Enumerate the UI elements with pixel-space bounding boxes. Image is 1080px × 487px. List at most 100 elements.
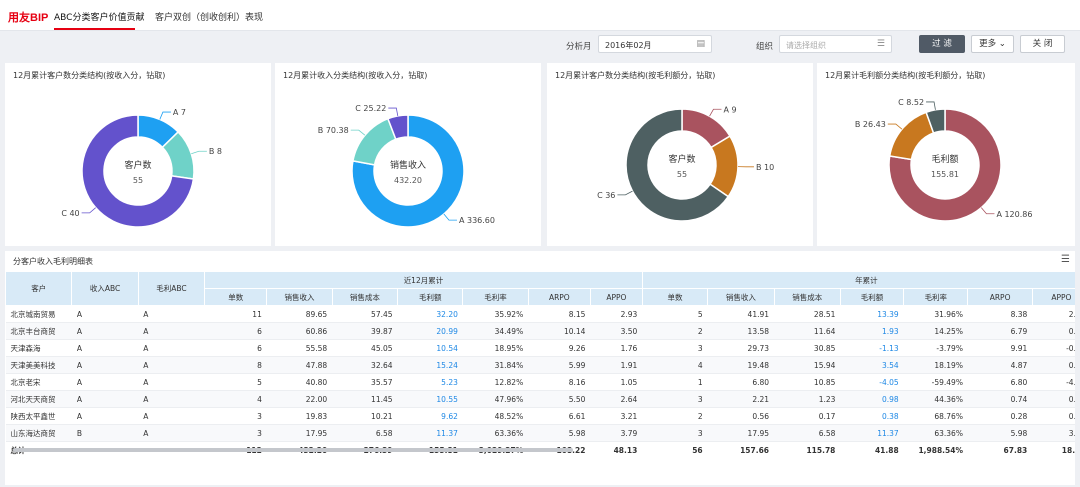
donut-center-value: 432.20 (394, 176, 422, 185)
table-row[interactable]: 北京老宋 A A 5 40.80 35.57 5.23 12.82% 8.16 1.05 1 6.80… (5, 373, 1075, 391)
table-cell[interactable]: 11.37 (397, 424, 463, 442)
close-button[interactable]: 关 闭 (1020, 35, 1065, 53)
total-cell: 1,988.54% (903, 441, 968, 460)
menu-icon[interactable]: ☰ (1061, 254, 1070, 265)
table-cell: 32.64 (332, 356, 398, 374)
col-profit-abc[interactable]: 毛利ABC (137, 271, 206, 306)
table-cell[interactable]: 15.24 (397, 356, 463, 374)
table-row[interactable]: 天津森海 A A 6 55.58 45.05 10.54 18.95% 9.26 1.76 3 29.… (5, 339, 1075, 357)
table-row[interactable]: 河北天天商贸 A A 4 22.00 11.45 10.55 47.96% 5.50 2.64 3 2… (5, 390, 1075, 408)
donut-slice-A[interactable] (888, 108, 1002, 222)
table-cell: 北京丰台商贸 (5, 322, 72, 340)
col-customer[interactable]: 客户 (5, 271, 73, 306)
table-cell: 19.48 (707, 356, 775, 374)
active-tab-indicator (54, 28, 135, 30)
col-header[interactable]: 单数 (641, 288, 709, 306)
table-cell: A (138, 339, 205, 357)
month-value: 2016年02月 (605, 41, 652, 50)
chevron-down-icon: ⌄ (998, 39, 1006, 49)
donut-slice-C[interactable] (81, 114, 195, 228)
filter-bar: 分析月 2016年02月 ▤ 组织 请选择组织 ☰ 过 滤 更多 ⌄ 关 闭 (0, 31, 1080, 59)
label-leader-line (191, 150, 207, 155)
horizontal-scrollbar[interactable] (13, 448, 573, 452)
table-title: 分客户收入毛利明细表 (13, 257, 93, 266)
label-leader-line (81, 207, 96, 214)
col-header[interactable]: 毛利率 (462, 288, 529, 306)
col-header[interactable]: 单数 (204, 288, 268, 306)
table-cell: 6.58 (332, 424, 398, 442)
table-cell: 63.36% (903, 424, 968, 442)
table-cell: 57.45 (332, 305, 398, 323)
table-cell[interactable]: 3.54 (840, 356, 904, 374)
col-header[interactable]: 销售收入 (707, 288, 775, 306)
table-cell: 6.79 (967, 322, 1033, 340)
col-header[interactable]: 销售成本 (331, 288, 399, 306)
table-cell[interactable]: 5.23 (397, 373, 463, 391)
table-cell[interactable]: 0.38 (840, 407, 904, 425)
donut-slice-B[interactable] (352, 117, 397, 166)
col-header[interactable]: 毛利额 (397, 288, 464, 306)
col-header[interactable]: APPO (1031, 288, 1075, 306)
donut-center-label: 毛利额 (931, 153, 958, 165)
more-button[interactable]: 更多 ⌄ (971, 35, 1014, 53)
tab-abc-value[interactable]: ABC分类客户价值贡献 (54, 13, 145, 23)
table-row[interactable]: 北京城南贸易 A A 11 89.65 57.45 32.20 35.92% 8.15 2.93 5… (5, 305, 1075, 323)
col-header[interactable]: APPO (589, 288, 643, 306)
table-cell[interactable]: 1.93 (840, 322, 904, 340)
donut-center-label: 销售收入 (390, 159, 426, 171)
table-cell[interactable]: -1.13 (840, 339, 904, 357)
table-cell: 29.73 (707, 339, 775, 357)
table-cell: 3 (642, 424, 708, 442)
col-revenue-abc[interactable]: 收入ABC (71, 271, 139, 306)
tab-customer-performance[interactable]: 客户双创（创收创利）表现 (155, 13, 264, 23)
table-cell[interactable]: 32.20 (397, 305, 463, 323)
table-cell: 1.91 (590, 356, 643, 374)
table-cell[interactable]: 0.98 (840, 390, 904, 408)
table-cell: 4.87 (967, 356, 1033, 374)
col-header[interactable]: 销售成本 (773, 288, 841, 306)
table-cell: 28.51 (774, 305, 841, 323)
table-cell[interactable]: 11.37 (840, 424, 904, 442)
label-leader-line (443, 213, 457, 221)
table-cell[interactable]: 10.54 (397, 339, 463, 357)
org-selector[interactable]: 请选择组织 ☰ (779, 35, 892, 53)
table-cell[interactable]: 13.39 (840, 305, 904, 323)
month-picker[interactable]: 2016年02月 ▤ (598, 35, 712, 53)
table-cell: 11.45 (332, 390, 398, 408)
table-cell: 9.26 (528, 339, 591, 357)
table-cell: 10.14 (528, 322, 591, 340)
donut-chart: A 7 B 8 C 40 客户数 55 (61, 108, 222, 228)
donut-slice-B[interactable] (888, 111, 935, 161)
table-row[interactable]: 北京丰台商贸 A A 6 60.86 39.87 20.99 34.49% 10.14 3.50 2… (5, 322, 1075, 340)
table-cell: 18.95% (462, 339, 529, 357)
donut-slice-C[interactable] (925, 108, 946, 134)
col-header[interactable]: 销售收入 (266, 288, 333, 306)
donut-slice-C[interactable] (386, 114, 409, 141)
table-cell[interactable]: 9.62 (397, 407, 463, 425)
col-header[interactable]: 毛利率 (903, 288, 969, 306)
col-header[interactable]: ARPO (527, 288, 591, 306)
total-cell: 67.83 (967, 441, 1033, 460)
table-cell: A (71, 322, 139, 340)
table-cell[interactable]: 20.99 (397, 322, 463, 340)
donut-center-value: 55 (133, 176, 143, 185)
donut-slice-A[interactable] (351, 114, 465, 228)
filter-button[interactable]: 过 滤 (919, 35, 965, 53)
table-cell[interactable]: -4.05 (840, 373, 904, 391)
table-cell: 3 (642, 339, 708, 357)
col-header[interactable]: 毛利额 (839, 288, 905, 306)
table-cell: 22.00 (266, 390, 333, 408)
total-cell: 115.78 (774, 441, 841, 460)
table-cell: 0.17 (774, 407, 841, 425)
slice-label: B 70.38 (318, 126, 349, 135)
col-header[interactable]: ARPO (967, 288, 1033, 306)
table-row[interactable]: 山东海达商贸 B A 3 17.95 6.58 11.37 63.36% 5.98 3.79 3 17… (5, 424, 1075, 442)
table-cell: 5 (204, 373, 267, 391)
table-cell[interactable]: 10.55 (397, 390, 463, 408)
table-row[interactable]: 天津美美科技 A A 8 47.88 32.64 15.24 31.84% 5.99 1.91 4 1… (5, 356, 1075, 374)
donut-slice-C[interactable] (625, 108, 730, 222)
table-cell: 2 (642, 407, 708, 425)
table-cell: 35.57 (332, 373, 398, 391)
table-cell: 5 (642, 305, 708, 323)
table-row[interactable]: 陕西太平鑫世 A A 3 19.83 10.21 9.62 48.52% 6.61 3.21 2 0.… (5, 407, 1075, 425)
